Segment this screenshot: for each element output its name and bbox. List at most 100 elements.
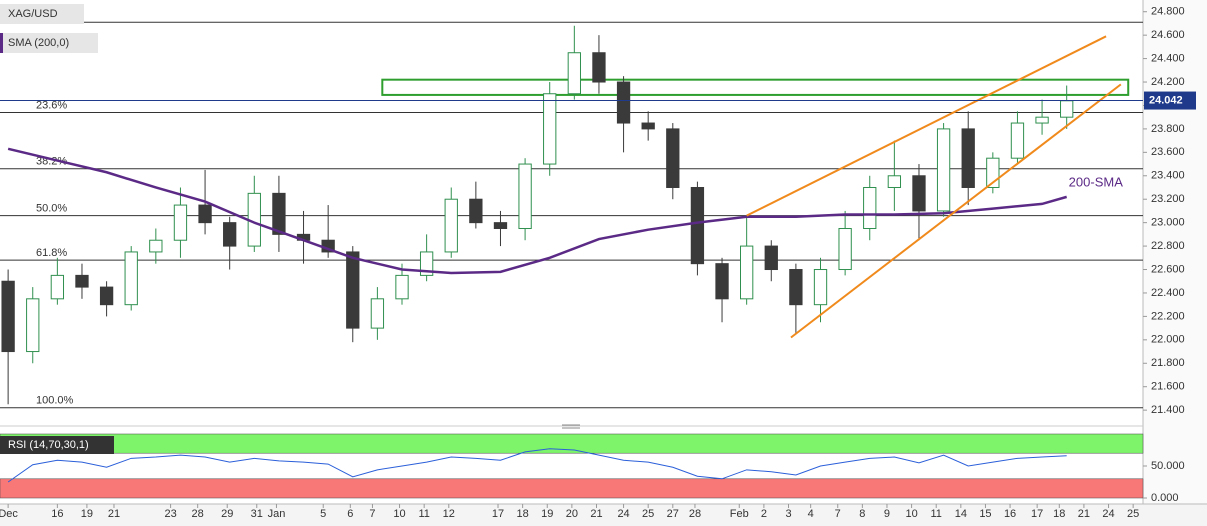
y-tick-label: 50.000 xyxy=(1151,460,1185,472)
candle-body xyxy=(26,298,40,353)
x-tick-label: 12 xyxy=(443,508,455,520)
x-tick-label: 14 xyxy=(955,508,967,520)
symbol-box xyxy=(0,4,84,24)
candle-body xyxy=(740,245,754,300)
x-tick-label: 19 xyxy=(81,508,93,520)
x-tick-label: 29 xyxy=(221,508,233,520)
candle-body xyxy=(1035,116,1049,124)
x-tick-label: Jan xyxy=(268,508,286,520)
symbol: XAG/USD xyxy=(8,8,58,20)
x-tick-label: 31 xyxy=(251,508,263,520)
x-tick-label: 7 xyxy=(369,508,375,520)
x-tick-label: 27 xyxy=(667,508,679,520)
candle-body xyxy=(715,263,729,300)
rsi-box xyxy=(0,436,114,454)
candle-body xyxy=(961,128,975,188)
fib-label: 23.6% xyxy=(36,99,67,111)
x-tick-label: 3 xyxy=(785,508,791,520)
x-tick-label: 18 xyxy=(517,508,529,520)
x-tick-label: 11 xyxy=(931,508,942,520)
x-tick-label: 19 xyxy=(541,508,553,520)
y-tick-label: 24.200 xyxy=(1151,76,1185,88)
x-tick-label: 23 xyxy=(164,508,176,520)
x-tick-label: 11 xyxy=(418,508,429,520)
indicator-box xyxy=(0,33,98,53)
x-tick-label: 16 xyxy=(51,508,63,520)
candle-body xyxy=(173,204,188,241)
candle-body xyxy=(1010,122,1025,159)
candle-body xyxy=(50,274,65,300)
candle-body xyxy=(223,222,237,247)
candle-body xyxy=(272,192,286,235)
rsi-band xyxy=(0,433,1144,454)
candle-body xyxy=(75,274,89,288)
y-tick-label: 23.800 xyxy=(1151,123,1185,135)
y-tick-label: 22.800 xyxy=(1151,240,1185,252)
x-tick-label: Dec xyxy=(0,508,18,520)
y-tick-label: 24.600 xyxy=(1151,29,1185,41)
y-tick-label: 23.000 xyxy=(1151,217,1185,229)
x-tick-label: 9 xyxy=(884,508,890,520)
candle-body xyxy=(813,269,828,306)
candle-body xyxy=(1,280,15,353)
trendline xyxy=(790,83,1122,339)
x-tick-label: 10 xyxy=(905,508,917,520)
candle-body xyxy=(444,198,458,253)
candle-body xyxy=(592,52,606,83)
candle-body xyxy=(863,186,877,230)
candle-body xyxy=(124,251,138,306)
candle-body xyxy=(616,81,631,124)
plot: 21.400 21.600 21.800 22.000 22.200 22.400 22.6… xyxy=(0,6,1196,520)
y-tick-label: 22.600 xyxy=(1151,263,1185,275)
x-tick-label: 25 xyxy=(1127,508,1139,520)
candle-body xyxy=(543,93,557,165)
y-tick-label: 23.600 xyxy=(1151,146,1185,158)
x-tick-label: 17 xyxy=(1031,508,1043,520)
candle-body xyxy=(936,128,951,212)
x-tick-label: 28 xyxy=(192,508,204,520)
rsi-line xyxy=(7,448,1067,483)
candle-body xyxy=(887,175,902,188)
x-tick-label: 15 xyxy=(979,508,991,520)
zone xyxy=(381,78,1130,96)
x-tick-label: 25 xyxy=(642,508,654,520)
x-tick-label: 5 xyxy=(320,508,326,520)
x-tick-label: 21 xyxy=(590,508,602,520)
fib-label: 38.2% xyxy=(36,156,67,168)
fib-label: 100.0% xyxy=(36,395,74,407)
x-tick-label: 10 xyxy=(393,508,405,520)
y-tick-label: 21.800 xyxy=(1151,357,1185,369)
x-tick-label: 28 xyxy=(689,508,701,520)
candle-body xyxy=(99,286,114,306)
candle-body xyxy=(1060,100,1074,118)
price-axis-bg xyxy=(1143,0,1207,526)
candle-body xyxy=(518,163,532,230)
candle-body xyxy=(838,228,852,271)
x-tick-label: 21 xyxy=(108,508,120,520)
x-tick-label: 7 xyxy=(835,508,841,520)
trendline xyxy=(746,35,1107,217)
y-tick-label: 21.600 xyxy=(1151,381,1185,393)
x-tick-label: 6 xyxy=(347,508,353,520)
x-tick-label: 18 xyxy=(1053,508,1065,520)
y-tick-label: 22.200 xyxy=(1151,310,1185,322)
candle-body xyxy=(764,245,778,271)
candle-body xyxy=(395,274,409,300)
sma-line xyxy=(7,147,1068,275)
indicator-label: SMA (200,0) xyxy=(8,37,69,49)
last-price-label: 24.042 xyxy=(1149,94,1183,106)
fib-label: 50.0% xyxy=(36,203,67,215)
y-tick-label: 23.400 xyxy=(1151,170,1185,182)
y-tick-label: 24.800 xyxy=(1151,6,1185,18)
indicator-swatch xyxy=(0,33,3,53)
x-tick-label: 24 xyxy=(1102,508,1114,520)
x-tick-label: Feb xyxy=(730,508,749,520)
y-tick-label: 22.400 xyxy=(1151,287,1185,299)
y-tick-label: 0.000 xyxy=(1151,492,1179,504)
candle-body xyxy=(346,251,360,329)
x-tick-label: 8 xyxy=(859,508,865,520)
y-tick-label: 24.400 xyxy=(1151,52,1185,64)
x-tick-label: 2 xyxy=(761,508,767,520)
sma-annotation: 200-SMA xyxy=(1069,174,1124,189)
